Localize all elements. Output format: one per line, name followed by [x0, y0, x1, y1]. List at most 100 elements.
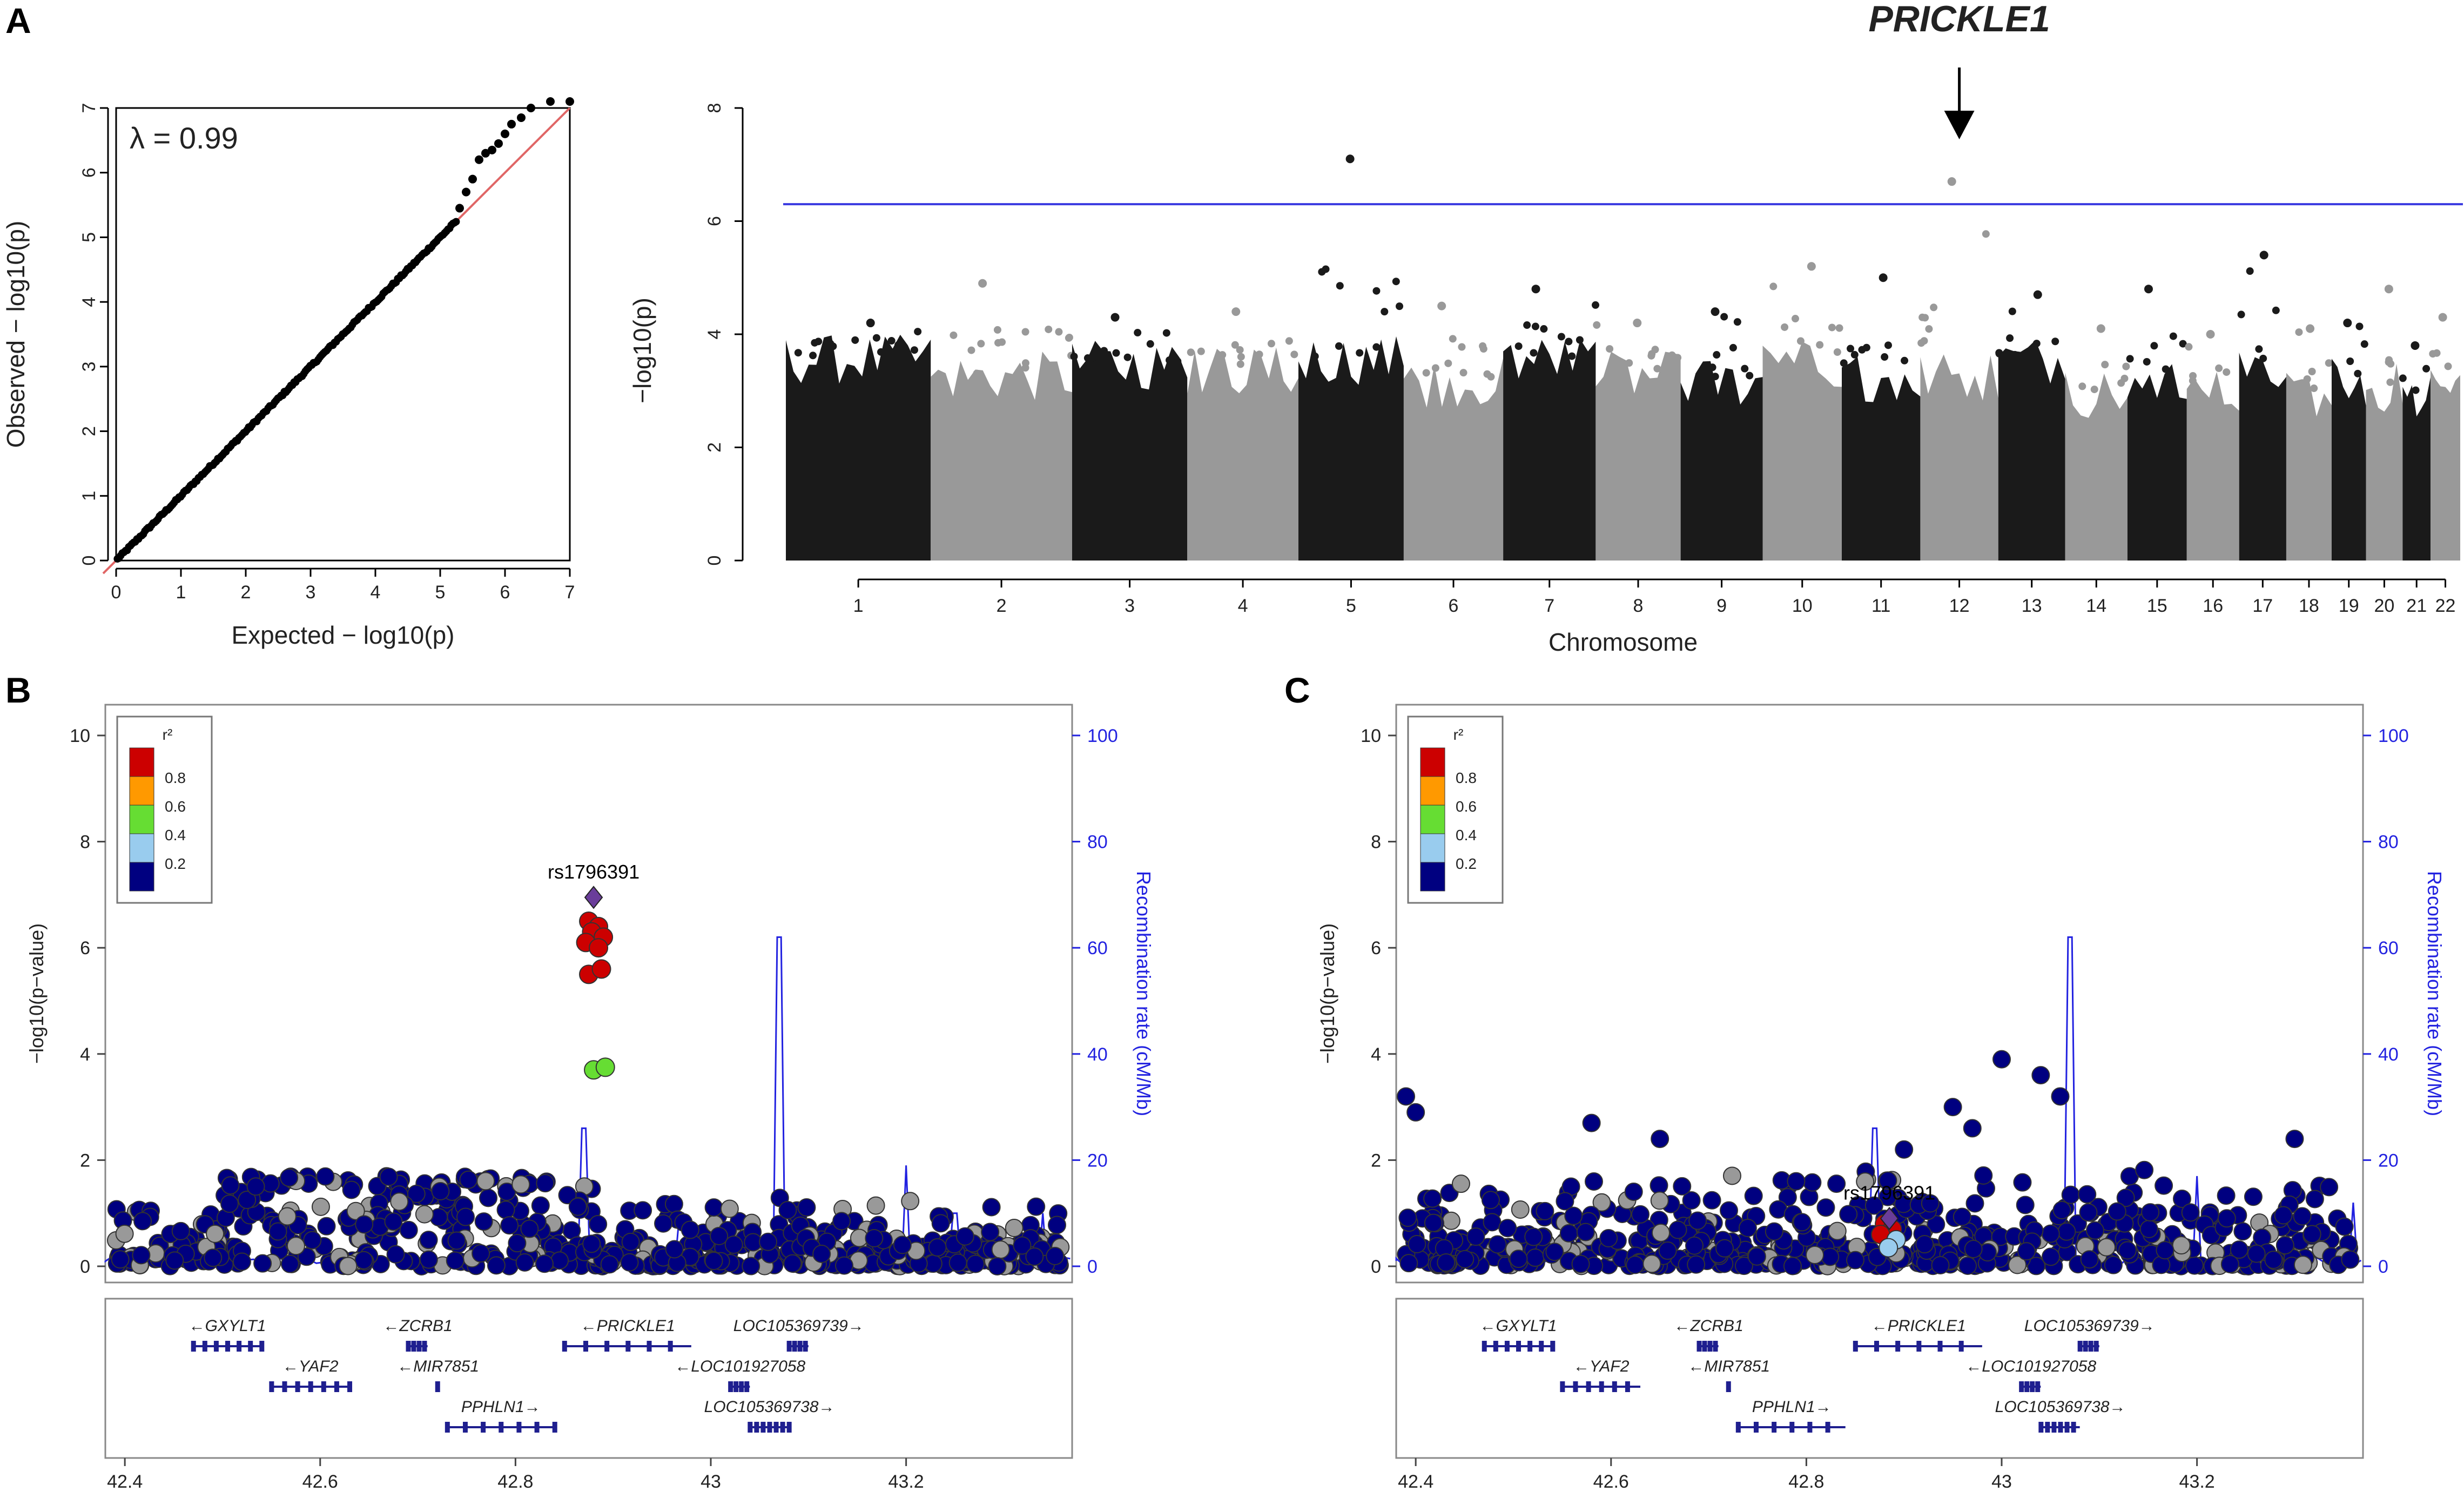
c-ylabel: −log10(p−value): [1316, 923, 1338, 1064]
b-gene-name: ←LOC101927058: [675, 1358, 805, 1375]
mh-point: [1123, 353, 1132, 361]
mh-point: [1531, 322, 1539, 330]
c-y2tick-label: 80: [2378, 832, 2399, 853]
mh-peak-point: [1947, 177, 1956, 186]
mh-chromosome-13: 13: [1995, 290, 2065, 616]
mh-point: [2422, 364, 2431, 373]
mh-point: [811, 339, 819, 347]
mh-point: [1112, 349, 1120, 357]
b-legend-label: 0.2: [165, 855, 186, 872]
b-y2tick-label: 80: [1087, 832, 1108, 853]
mh-point: [2433, 349, 2441, 357]
c-gene-exon: [1612, 1381, 1617, 1392]
b-snp: [589, 1215, 608, 1234]
c-snp: [1652, 1223, 1671, 1242]
mh-point: [1523, 321, 1531, 329]
mh-point: [2355, 322, 2364, 330]
c-snp: [2217, 1186, 2236, 1205]
b-gene: PPHLN1→: [445, 1398, 557, 1433]
qq-xlabel: Expected − log10(p): [232, 621, 455, 649]
b-snp: [1005, 1219, 1024, 1238]
mh-chromosome-4: 4: [1187, 307, 1298, 616]
b-gene-exon: [803, 1341, 808, 1352]
panel-label-b: B: [5, 670, 31, 710]
c-snp: [1399, 1254, 1418, 1273]
c-gene: ←MIR7851: [1688, 1358, 1770, 1392]
c-snp: [1992, 1050, 2011, 1069]
c-snp: [1974, 1166, 1993, 1185]
c-y2tick-label: 0: [2378, 1257, 2388, 1277]
c-gene-exon: [2051, 1422, 2057, 1433]
b-snp: [654, 1214, 673, 1233]
b-gene-exon: [534, 1422, 540, 1433]
b-gene-exon: [728, 1381, 733, 1392]
b-snp: [317, 1217, 336, 1236]
c-snp: [1650, 1191, 1669, 1210]
mh-point: [1668, 351, 1676, 359]
mh-point: [1791, 315, 1799, 323]
mh-point: [1833, 348, 1841, 356]
c-snp: [1682, 1191, 1701, 1210]
c-xtick-label: 42.6: [1593, 1471, 1629, 1492]
c-snp: [2085, 1221, 2104, 1240]
b-snp: [704, 1198, 723, 1217]
mh-point: [2310, 384, 2318, 393]
mh-ytick-label: 6: [704, 216, 725, 226]
mh-band: [2286, 373, 2332, 561]
c-snp: [1498, 1219, 1517, 1238]
b-gene-exon: [748, 1422, 753, 1433]
c-gene-exon: [1713, 1341, 1718, 1352]
b-snp: [558, 1186, 577, 1205]
c-snp: [1592, 1193, 1611, 1212]
b-gene-name: PPHLN1→: [461, 1398, 541, 1416]
c-snp: [1456, 1250, 1475, 1268]
b-gene-exon: [435, 1381, 440, 1392]
b-snp: [981, 1223, 1000, 1241]
b-legend-swatch: [129, 776, 154, 806]
mh-ytick-label: 8: [704, 103, 725, 113]
c-y2tick-label: 100: [2378, 726, 2409, 746]
c-gene: PPHLN1→: [1735, 1398, 1846, 1433]
c-snp: [2116, 1189, 2135, 1207]
mh-chromosome-label: 1: [853, 596, 864, 616]
qq-tail-point: [481, 148, 490, 158]
c-snp: [2057, 1222, 2076, 1241]
b-gene-exon: [481, 1422, 486, 1433]
mh-point: [1197, 347, 1205, 355]
mh-ytick-label: 4: [704, 329, 725, 340]
qq-frame: [115, 107, 571, 562]
mh-band: [1072, 341, 1188, 561]
b-plot: 0 2 4 6 8 10 −log10(p−value) 0 20 40 60 80 100 Recomb…: [25, 704, 1155, 1492]
b-ylabel: −log10(p−value): [25, 923, 48, 1064]
mh-chromosome-9: 9: [1680, 307, 1763, 616]
mh-point: [1255, 350, 1263, 359]
mh-point: [1828, 323, 1836, 332]
b-legend-swatch: [129, 747, 154, 777]
mh-band: [1595, 352, 1681, 561]
c-legend-title: r²: [1453, 726, 1464, 743]
b-snp: [620, 1253, 639, 1272]
mh-point: [1835, 324, 1843, 332]
mh-point: [1431, 364, 1439, 372]
c-snp: [1442, 1211, 1460, 1230]
c-snp: [1734, 1257, 1753, 1275]
c-gene-exon: [1753, 1422, 1759, 1433]
mh-point: [1653, 364, 1661, 373]
b-snp: [419, 1250, 438, 1269]
c-hit-snp: [1879, 1238, 1899, 1258]
mh-point: [2101, 361, 2109, 369]
b-snp: [531, 1196, 550, 1215]
mh-point: [1625, 359, 1633, 367]
c-snp: [2181, 1203, 2200, 1222]
mh-peak-point: [2144, 285, 2153, 294]
mh-point: [1483, 370, 1491, 378]
c-gene: LOC105369738→: [1995, 1398, 2125, 1433]
b-snp: [280, 1168, 299, 1187]
qq-xtick-label: 7: [565, 582, 575, 603]
b-snp: [621, 1232, 640, 1251]
b-gene-exon: [202, 1341, 207, 1352]
b-gene-exon: [773, 1422, 779, 1433]
b-snp: [206, 1224, 225, 1243]
c-snp: [2172, 1190, 2191, 1209]
mh-point: [1729, 343, 1737, 352]
